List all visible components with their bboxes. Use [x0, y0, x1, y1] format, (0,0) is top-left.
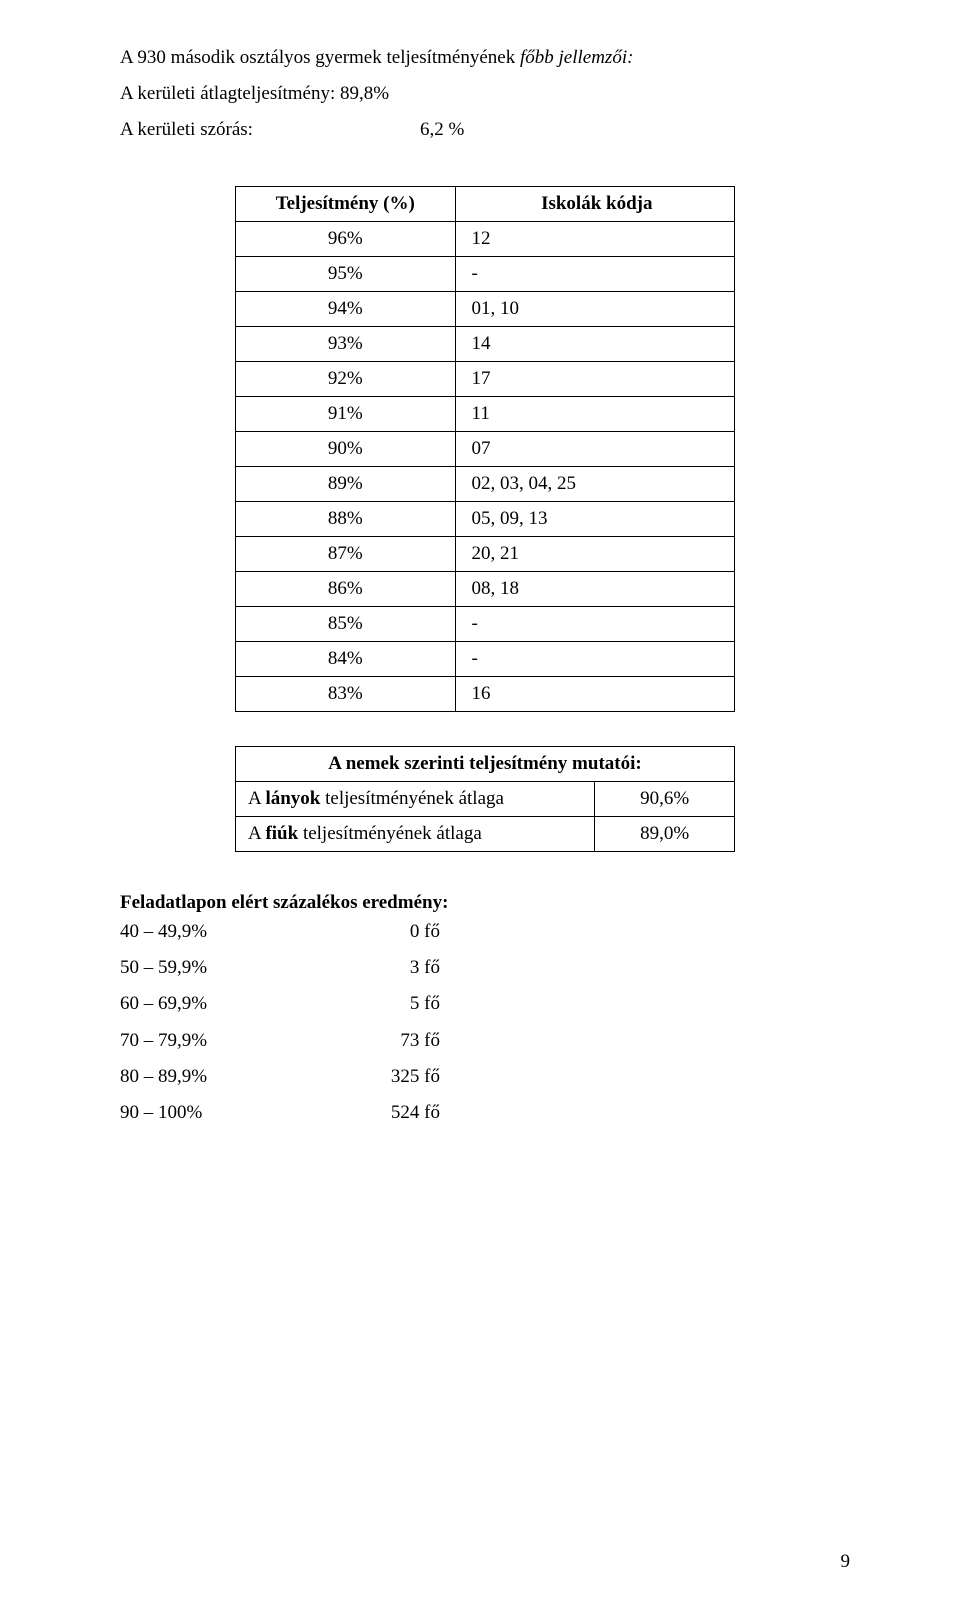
list-item: 50 – 59,9%3 fő [120, 950, 850, 986]
gender-label-prefix: A [248, 788, 265, 809]
table-row: 90%07 [236, 432, 735, 467]
gender-row-label: A lányok teljesítményének átlaga [236, 782, 595, 817]
dist-count: 73 fő [320, 1023, 440, 1059]
table-row: 96%12 [236, 222, 735, 257]
list-item: 40 – 49,9%0 fő [120, 914, 850, 950]
table-row: 88%05, 09, 13 [236, 502, 735, 537]
table-row: A lányok teljesítményének átlaga90,6% [236, 782, 735, 817]
gender-label-suffix: teljesítményének átlaga [320, 788, 504, 809]
gender-table: A nemek szerinti teljesítmény mutatói: A… [235, 746, 735, 852]
dist-count: 0 fő [320, 914, 440, 950]
gender-row-label: A fiúk teljesítményének átlaga [236, 817, 595, 852]
table-row: 86%08, 18 [236, 572, 735, 607]
dist-count: 3 fő [320, 950, 440, 986]
table-row: 89%02, 03, 04, 25 [236, 467, 735, 502]
intro-line-3: A kerületi szórás: 6,2 % [120, 112, 850, 148]
table-row: 83%16 [236, 677, 735, 712]
table-row: 93%14 [236, 327, 735, 362]
table-row: 92%17 [236, 362, 735, 397]
list-item: 90 – 100%524 fő [120, 1095, 850, 1131]
perf-header-left: Teljesítmény (%) [236, 187, 456, 222]
perf-pct: 92% [236, 362, 456, 397]
perf-pct: 91% [236, 397, 456, 432]
list-item: 60 – 69,9%5 fő [120, 986, 850, 1022]
table-row: 87%20, 21 [236, 537, 735, 572]
dist-range: 60 – 69,9% [120, 986, 320, 1022]
perf-codes: 02, 03, 04, 25 [455, 467, 734, 502]
gender-label-bold: lányok [265, 788, 320, 809]
perf-codes: 01, 10 [455, 292, 734, 327]
distribution-list: 40 – 49,9%0 fő50 – 59,9%3 fő60 – 69,9%5 … [120, 914, 850, 1131]
perf-pct: 85% [236, 607, 456, 642]
perf-pct: 93% [236, 327, 456, 362]
perf-codes: 05, 09, 13 [455, 502, 734, 537]
gender-label-prefix: A [248, 823, 265, 844]
perf-pct: 86% [236, 572, 456, 607]
gender-row-value: 89,0% [595, 817, 735, 852]
dist-range: 80 – 89,9% [120, 1059, 320, 1095]
page-number: 9 [841, 1551, 851, 1573]
table-row: A fiúk teljesítményének átlaga89,0% [236, 817, 735, 852]
perf-codes: 07 [455, 432, 734, 467]
dist-count: 5 fő [320, 986, 440, 1022]
dist-count: 325 fő [320, 1059, 440, 1095]
performance-table: Teljesítmény (%) Iskolák kódja 96%1295%-… [235, 186, 735, 712]
perf-codes: 16 [455, 677, 734, 712]
perf-pct: 89% [236, 467, 456, 502]
table-row: 94%01, 10 [236, 292, 735, 327]
dist-range: 40 – 49,9% [120, 914, 320, 950]
perf-codes: 14 [455, 327, 734, 362]
table-row: 95%- [236, 257, 735, 292]
perf-pct: 84% [236, 642, 456, 677]
perf-codes: - [455, 642, 734, 677]
intro-line-2: A kerületi átlagteljesítmény: 89,8% [120, 76, 850, 112]
perf-pct: 96% [236, 222, 456, 257]
perf-codes: 12 [455, 222, 734, 257]
perf-codes: 20, 21 [455, 537, 734, 572]
perf-header-right: Iskolák kódja [455, 187, 734, 222]
intro-line-1-italic: főbb jellemzői: [520, 47, 633, 68]
dist-range: 70 – 79,9% [120, 1023, 320, 1059]
dist-range: 90 – 100% [120, 1095, 320, 1131]
gender-table-header: A nemek szerinti teljesítmény mutatói: [236, 747, 735, 782]
table-header-row: Teljesítmény (%) Iskolák kódja [236, 187, 735, 222]
perf-pct: 87% [236, 537, 456, 572]
intro-line-3-value: 6,2 % [420, 112, 464, 148]
perf-codes: 17 [455, 362, 734, 397]
perf-pct: 83% [236, 677, 456, 712]
page: A 930 második osztályos gyermek teljesít… [0, 0, 960, 1603]
perf-codes: 11 [455, 397, 734, 432]
perf-pct: 94% [236, 292, 456, 327]
distribution-heading: Feladatlapon elért százalékos eredmény: [120, 892, 850, 914]
perf-pct: 90% [236, 432, 456, 467]
perf-codes: 08, 18 [455, 572, 734, 607]
dist-count: 524 fő [320, 1095, 440, 1131]
gender-label-suffix: teljesítményének átlaga [298, 823, 482, 844]
table-row: 84%- [236, 642, 735, 677]
gender-label-bold: fiúk [265, 823, 298, 844]
gender-table-header-row: A nemek szerinti teljesítmény mutatói: [236, 747, 735, 782]
intro-line-1: A 930 második osztályos gyermek teljesít… [120, 40, 850, 76]
table-row: 91%11 [236, 397, 735, 432]
table-row: 85%- [236, 607, 735, 642]
intro-line-1-prefix: A 930 második osztályos gyermek teljesít… [120, 47, 520, 68]
intro-line-3-label: A kerületi szórás: [120, 112, 420, 148]
gender-row-value: 90,6% [595, 782, 735, 817]
list-item: 80 – 89,9%325 fő [120, 1059, 850, 1095]
perf-pct: 95% [236, 257, 456, 292]
list-item: 70 – 79,9%73 fő [120, 1023, 850, 1059]
perf-codes: - [455, 607, 734, 642]
dist-range: 50 – 59,9% [120, 950, 320, 986]
perf-pct: 88% [236, 502, 456, 537]
perf-codes: - [455, 257, 734, 292]
